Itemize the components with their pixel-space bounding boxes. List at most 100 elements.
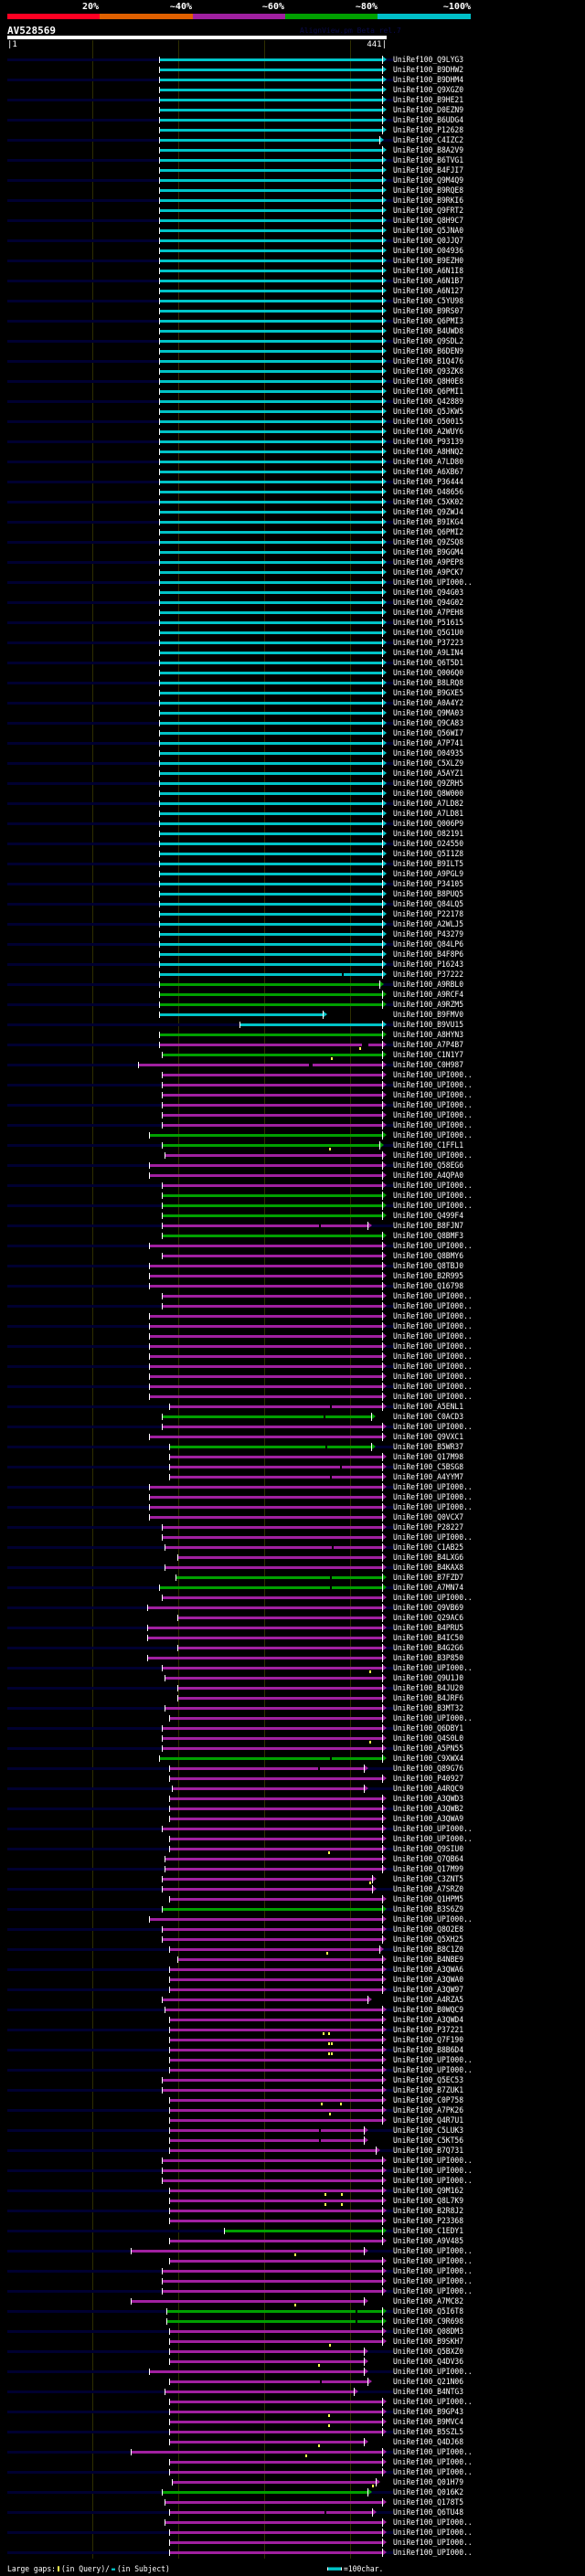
alignment-bar[interactable]: [161, 1204, 383, 1207]
subject-label[interactable]: UniRef100_Q6T5D1: [393, 658, 464, 668]
subject-label[interactable]: UniRef100_A7PK26: [393, 2105, 464, 2115]
alignment-bar[interactable]: [161, 1938, 383, 1941]
alignment-bar[interactable]: [159, 129, 383, 132]
subject-label[interactable]: UniRef100_C3ZNT5: [393, 1874, 464, 1884]
alignment-bar[interactable]: [159, 300, 383, 302]
subject-label[interactable]: UniRef100_UPI000..: [393, 1090, 473, 1100]
alignment-bar[interactable]: [169, 2471, 383, 2474]
alignment-bar[interactable]: [159, 983, 379, 986]
alignment-bar[interactable]: [148, 1265, 383, 1267]
subject-label[interactable]: UniRef100_UPI000..: [393, 2266, 473, 2276]
alignment-bar[interactable]: [176, 1556, 383, 1559]
subject-label[interactable]: UniRef100_A2WUY6: [393, 427, 464, 437]
alignment-bar[interactable]: [161, 1737, 383, 1740]
alignment-bar[interactable]: [159, 531, 383, 534]
subject-label[interactable]: UniRef100_P23368: [393, 2216, 464, 2226]
subject-label[interactable]: UniRef100_B6UDG4: [393, 115, 464, 125]
subject-label[interactable]: UniRef100_A6N1I8: [393, 266, 464, 276]
subject-label[interactable]: UniRef100_B8PUQ5: [393, 889, 464, 899]
alignment-bar[interactable]: [159, 832, 383, 835]
alignment-bar[interactable]: [159, 159, 383, 162]
subject-label[interactable]: UniRef100_UPI000..: [393, 1382, 473, 1392]
subject-label[interactable]: UniRef100_A2WLJ5: [393, 919, 464, 929]
alignment-bar[interactable]: [169, 2059, 383, 2062]
subject-label[interactable]: UniRef100_UPI000..: [393, 2156, 473, 2166]
alignment-bar[interactable]: [159, 742, 383, 745]
alignment-bar[interactable]: [159, 993, 383, 996]
subject-label[interactable]: UniRef100_Q08DM3: [393, 2327, 464, 2337]
subject-label[interactable]: UniRef100_A9PCK7: [393, 567, 464, 578]
alignment-bar[interactable]: [148, 1335, 383, 1338]
alignment-bar[interactable]: [159, 893, 383, 896]
alignment-bar[interactable]: [169, 1466, 383, 1468]
alignment-bar[interactable]: [161, 1667, 383, 1670]
subject-label[interactable]: UniRef100_Q8L7K9: [393, 2196, 464, 2206]
subject-label[interactable]: UniRef100_P37223: [393, 638, 464, 648]
subject-label[interactable]: UniRef100_Q9M162: [393, 2186, 464, 2196]
subject-label[interactable]: UniRef100_Q9ZSQ8: [393, 537, 464, 547]
alignment-bar[interactable]: [148, 1385, 383, 1388]
subject-label[interactable]: UniRef100_B9MVC4: [393, 2417, 464, 2427]
subject-label[interactable]: UniRef100_B5SZL5: [393, 2427, 464, 2437]
subject-label[interactable]: UniRef100_A7LD81: [393, 809, 464, 819]
subject-label[interactable]: UniRef100_UPI000..: [393, 1191, 473, 1201]
subject-label[interactable]: UniRef100_A3QWB2: [393, 1804, 464, 1814]
subject-label[interactable]: UniRef100_A9RCF4: [393, 990, 464, 1000]
subject-label[interactable]: UniRef100_UPI000..: [393, 1150, 473, 1161]
alignment-bar[interactable]: [161, 2159, 383, 2162]
alignment-bar[interactable]: [159, 189, 383, 192]
subject-label[interactable]: UniRef100_A9RBL0: [393, 980, 464, 990]
subject-label[interactable]: UniRef100_P12628: [393, 125, 464, 135]
alignment-bar[interactable]: [169, 2411, 383, 2413]
subject-label[interactable]: UniRef100_UPI000..: [393, 2447, 473, 2457]
alignment-bar[interactable]: [159, 330, 383, 333]
alignment-bar[interactable]: [159, 219, 383, 222]
subject-label[interactable]: UniRef100_P34105: [393, 879, 464, 889]
alignment-bar[interactable]: [159, 591, 383, 594]
alignment-bar[interactable]: [175, 1576, 383, 1579]
alignment-bar[interactable]: [161, 1104, 383, 1107]
subject-label[interactable]: UniRef100_A9PEP8: [393, 557, 464, 567]
subject-label[interactable]: UniRef100_B9RQE8: [393, 186, 464, 196]
alignment-bar[interactable]: [130, 2451, 383, 2454]
alignment-bar[interactable]: [159, 440, 383, 443]
subject-label[interactable]: UniRef100_UPI000..: [393, 1372, 473, 1382]
subject-label[interactable]: UniRef100_C1AB25: [393, 1542, 464, 1553]
subject-label[interactable]: UniRef100_A0A4Y2: [393, 698, 464, 708]
alignment-bar[interactable]: [159, 641, 383, 644]
subject-label[interactable]: UniRef100_O04936: [393, 246, 464, 256]
alignment-bar[interactable]: [159, 853, 383, 855]
alignment-bar[interactable]: [159, 883, 383, 885]
alignment-bar[interactable]: [148, 1355, 383, 1358]
subject-label[interactable]: UniRef100_B3P850: [393, 1653, 464, 1663]
subject-label[interactable]: UniRef100_UPI000..: [393, 2286, 473, 2296]
alignment-bar[interactable]: [148, 1325, 383, 1328]
alignment-bar[interactable]: [161, 1235, 383, 1237]
alignment-bar[interactable]: [148, 1345, 383, 1348]
subject-label[interactable]: UniRef100_B5WR37: [393, 1442, 464, 1452]
alignment-bar[interactable]: [164, 1707, 383, 1710]
alignment-bar[interactable]: [161, 2280, 383, 2283]
subject-label[interactable]: UniRef100_UPI000..: [393, 1392, 473, 1402]
alignment-bar[interactable]: [159, 239, 383, 242]
subject-label[interactable]: UniRef100_C5XK02: [393, 497, 464, 507]
subject-label[interactable]: UniRef100_B4NTG3: [393, 2387, 464, 2397]
alignment-bar[interactable]: [164, 1546, 383, 1549]
alignment-bar[interactable]: [159, 963, 383, 966]
subject-label[interactable]: UniRef100_C5KT56: [393, 2136, 464, 2146]
subject-label[interactable]: UniRef100_Q58EG6: [393, 1161, 464, 1171]
alignment-bar[interactable]: [176, 1697, 383, 1700]
subject-label[interactable]: UniRef100_B8LRQ8: [393, 678, 464, 688]
alignment-bar[interactable]: [169, 2340, 383, 2343]
subject-label[interactable]: UniRef100_UPI000..: [393, 2246, 473, 2256]
subject-label[interactable]: UniRef100_C9XWX4: [393, 1754, 464, 1764]
subject-label[interactable]: UniRef100_B8FJN7: [393, 1221, 464, 1231]
subject-label[interactable]: UniRef100_UPI000..: [393, 1241, 473, 1251]
subject-label[interactable]: UniRef100_B3MT32: [393, 1703, 464, 1713]
alignment-bar[interactable]: [148, 1315, 383, 1318]
alignment-bar[interactable]: [169, 1978, 383, 1981]
alignment-bar[interactable]: [159, 702, 383, 705]
alignment-bar[interactable]: [159, 652, 383, 654]
subject-label[interactable]: UniRef100_UPI000..: [393, 1593, 473, 1603]
subject-label[interactable]: UniRef100_UPI000..: [393, 1532, 473, 1542]
